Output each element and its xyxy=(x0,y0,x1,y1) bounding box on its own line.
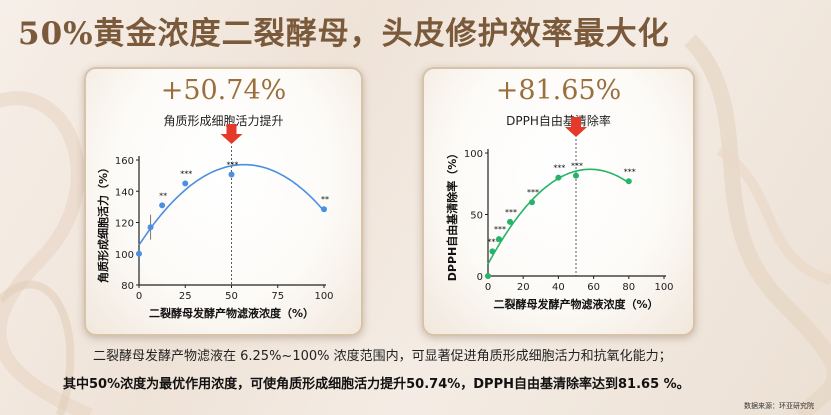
description-line-2: 其中50%浓度为最优作用浓度，可使角质形成细胞活力提升50.74%，DPPH自由… xyxy=(63,377,690,392)
significance-label: *** xyxy=(527,188,539,197)
chart-keratinocyte: 0 25 50 75 100 80 100 120 140 160 二裂酵母发酵产物滤液浓度（%） 角… xyxy=(96,124,334,320)
x-tick-label: 20 xyxy=(517,282,530,293)
y-tick-label: 120 xyxy=(115,219,134,230)
data-point xyxy=(489,248,496,255)
x-tick-label: 80 xyxy=(622,282,635,293)
data-point xyxy=(182,180,189,187)
x-axis-label: 二裂酵母发酵产物滤液浓度（%） xyxy=(149,306,314,320)
data-point xyxy=(147,224,154,231)
data-point xyxy=(228,171,235,178)
significance-label: *** xyxy=(624,167,636,176)
y-tick-label: 140 xyxy=(115,187,134,198)
x-tick-label: 60 xyxy=(587,282,600,293)
y-tick-label: 100 xyxy=(115,250,134,261)
significance-label: ** xyxy=(321,195,329,204)
highlight-value: +50.74% xyxy=(160,75,287,106)
data-point xyxy=(625,178,632,185)
data-point xyxy=(573,172,579,179)
y-tick-label: 160 xyxy=(115,156,134,167)
x-tick-label: 25 xyxy=(179,291,192,302)
chart-card-dpph: +81.65% DPPH自由基清除率 0 20 40 60 80 100 0 50 100 二裂酵… xyxy=(422,67,695,336)
significance-label: *** xyxy=(505,208,517,217)
significance-label: *** xyxy=(494,225,506,234)
data-point xyxy=(485,273,491,279)
y-axis-label: 角质形成细胞活力（%） xyxy=(96,162,110,283)
x-tick-label: 100 xyxy=(314,291,333,302)
highlight-value: +81.65% xyxy=(495,75,622,106)
significance-label: *** xyxy=(227,161,239,170)
data-point xyxy=(159,202,166,209)
metric-label: 角质形成细胞活力提升 xyxy=(163,114,284,128)
chart-dpph: 0 20 40 60 80 100 0 50 100 二裂酵母发酵产物滤液浓度（%） DPPH自由基… xyxy=(445,117,674,311)
significance-label: *** xyxy=(571,162,583,171)
fit-curve xyxy=(138,163,325,246)
data-point xyxy=(321,206,327,213)
metric-label: DPPH自由基清除率 xyxy=(506,114,611,128)
data-point xyxy=(555,174,562,181)
x-tick-label: 50 xyxy=(225,291,238,302)
y-axis-label: DPPH自由基清除率（%） xyxy=(445,148,459,281)
optimum-arrow-icon xyxy=(220,124,243,144)
y-tick-label: 100 xyxy=(464,149,483,160)
x-tick-label: 0 xyxy=(485,282,491,293)
y-tick-label: 50 xyxy=(470,211,483,222)
significance-label: *** xyxy=(553,164,565,173)
optimum-arrow-icon xyxy=(565,117,587,137)
y-tick-label: 80 xyxy=(121,281,134,292)
data-source: 数据来源：环亚研究院 xyxy=(744,402,814,410)
significance-label: *** xyxy=(487,237,499,246)
y-tick-label: 0 xyxy=(477,272,483,283)
x-tick-label: 0 xyxy=(136,291,142,302)
data-point xyxy=(507,218,513,225)
data-point xyxy=(496,236,502,243)
chart-card-keratinocyte: +50.74% 角质形成细胞活力提升 0 25 50 75 100 80 100 120 140… xyxy=(84,67,363,336)
x-axis-label: 二裂酵母发酵产物滤液浓度（%） xyxy=(493,297,658,311)
page-title: 50%黄金浓度二裂酵母，头皮修护效率最大化 xyxy=(18,16,670,52)
significance-label: *** xyxy=(180,169,192,178)
x-tick-label: 75 xyxy=(271,291,284,302)
x-tick-label: 100 xyxy=(654,282,673,293)
data-point xyxy=(136,250,142,257)
description-line-1: 二裂酵母发酵产物滤液在 6.25%~100% 浓度范围内，可显著促进角质形成细胞… xyxy=(93,349,672,364)
x-tick-label: 40 xyxy=(552,282,565,293)
data-point xyxy=(529,199,535,206)
significance-label: ** xyxy=(159,191,167,200)
